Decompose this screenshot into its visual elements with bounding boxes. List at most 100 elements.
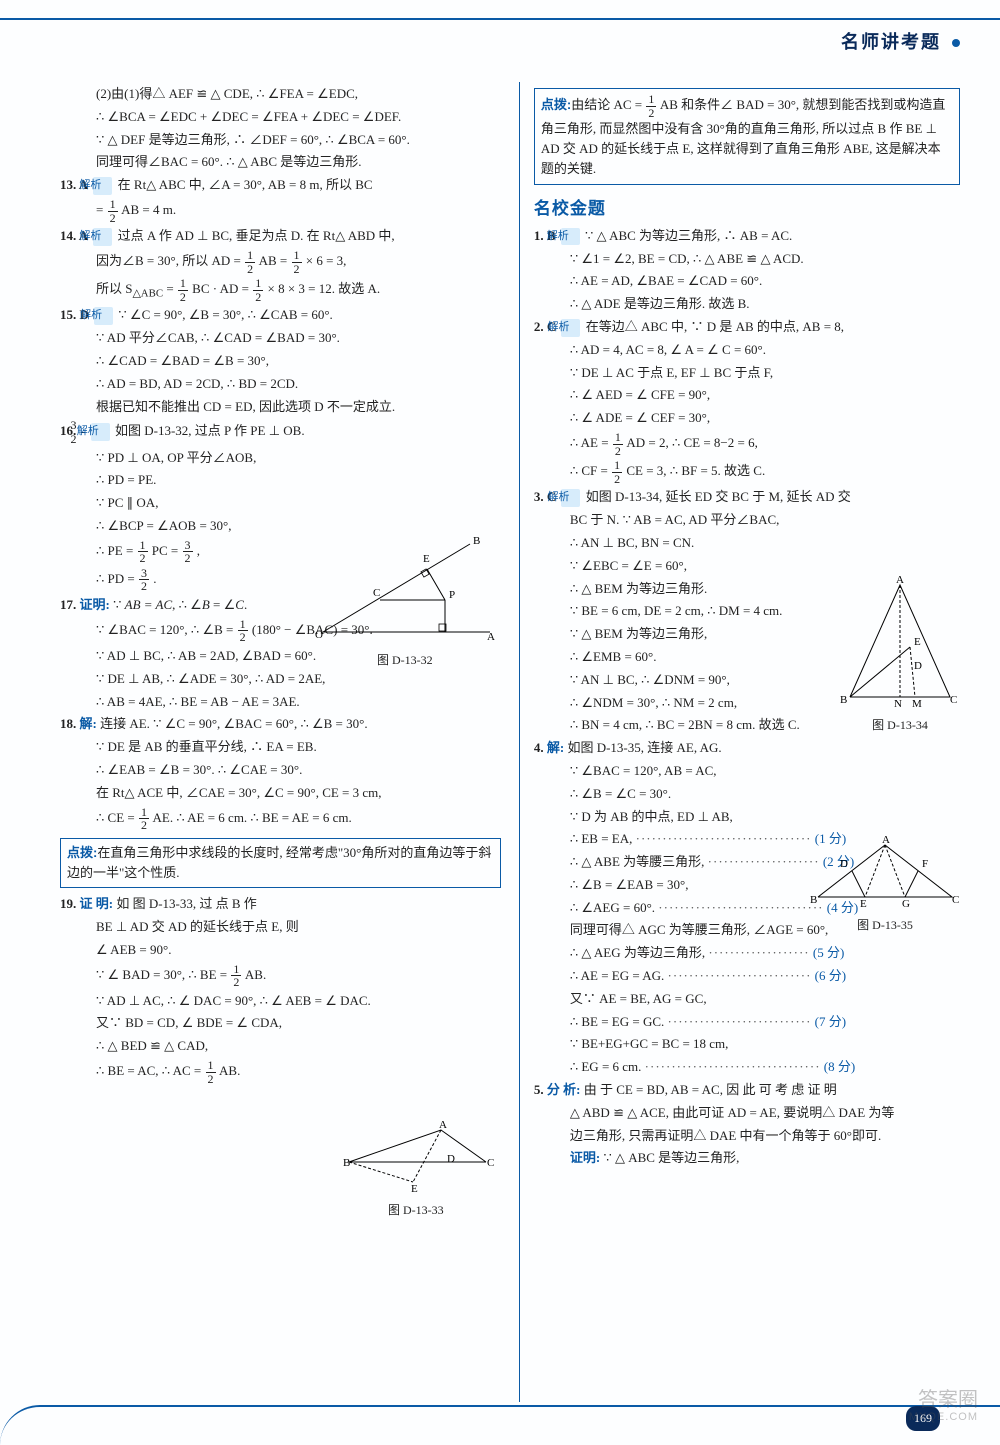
- rq2-d: ∴ ∠ AED = ∠ CFE = 90°,: [570, 385, 960, 406]
- figure-d-13-35: A B C D F E G 图 D-13-35: [810, 837, 960, 935]
- rq3-b: BC 于 N. ∵ AB = AC, AD 平分∠BAC,: [570, 510, 960, 531]
- analysis-tag: 解析: [561, 228, 580, 246]
- section-heading: 名校金题: [534, 195, 960, 222]
- tip1-text: 在直角三角形中求线段的长度时, 经常考虑"30°角所对的直角边等于斜边的一半"这…: [67, 845, 491, 880]
- rq1-b: ∵ ∠1 = ∠2, BE = CD, ∴ △ ABE ≌ △ ACD.: [570, 249, 960, 270]
- svg-text:B: B: [840, 694, 847, 706]
- figure-d-13-32: O A B C P E 图 D-13-32: [315, 532, 495, 670]
- frac: 32: [183, 539, 193, 565]
- fig32-caption: 图 D-13-32: [315, 651, 495, 670]
- q15-b: ∵ AD 平分∠CAB, ∴ ∠CAD = ∠BAD = 30°.: [96, 328, 501, 349]
- q13-line1: 13. A 解析 在 Rt△ ABC 中, ∠A = 30°, AB = 8 m…: [78, 175, 501, 196]
- frac: 32: [139, 567, 149, 593]
- sub: △ABC: [132, 288, 163, 300]
- q18-b: ∵ DE 是 AB 的垂直平分线, ∴ EA = EB.: [96, 737, 501, 758]
- rq2-e: ∴ ∠ ADE = ∠ CEF = 30°,: [570, 408, 960, 429]
- rq4-n: ∵ BE+EG+GC = BC = 18 cm,: [570, 1034, 960, 1055]
- rq1-a: 1. B 解析 ∵ △ ABC 为等边三角形, ∴ AB = AC.: [552, 226, 960, 247]
- q14-line3: 所以 S△ABC = 12 BC · AD = 12 × 8 × 3 = 12.…: [96, 277, 501, 303]
- t: ∵ △ ABC 是等边三角形,: [603, 1150, 739, 1165]
- t: 所以 S: [96, 281, 132, 296]
- svg-text:A: A: [896, 574, 904, 586]
- svg-text:A: A: [439, 1119, 447, 1131]
- analysis-tag: 解析: [93, 177, 112, 195]
- q17-e: ∴ AB = 4AE, ∴ BE = AB − AE = 3AE.: [96, 692, 501, 713]
- fig35-caption: 图 D-13-35: [810, 916, 960, 935]
- rq4-d: ∵ D 为 AB 的中点, ED ⊥ AB,: [570, 807, 960, 828]
- t: ∴ AE = EG = AG.: [570, 968, 664, 983]
- q19-b: BE ⊥ AD 交 AD 的延长线于点 E, 则: [96, 917, 501, 938]
- q12-step2b: ∴ ∠BCA = ∠EDC + ∠DEC = ∠FEA + ∠DEC = ∠DE…: [96, 107, 501, 128]
- t: ∴ △ ABE 为等腰三角形,: [570, 854, 705, 869]
- rq5-c: 边三角形, 只需再证明△ DAE 中有一个角等于 60°即可.: [570, 1126, 960, 1147]
- header-title-text: 名师讲考题: [841, 32, 941, 52]
- analysis-tag: 解析: [94, 307, 113, 325]
- q15-d: ∴ AD = BD, AD = 2CD, ∴ BD = 2CD.: [96, 374, 501, 395]
- frac: 12: [178, 277, 188, 303]
- frac: 12: [245, 249, 255, 275]
- rq1-c: ∴ AE = AD, ∠BAE = ∠CAD = 60°.: [570, 271, 960, 292]
- svg-text:N: N: [894, 698, 902, 710]
- header-dot-icon: [952, 39, 960, 47]
- q14-line1: 14. A 解析 过点 A 作 AD ⊥ BC, 垂足为点 D. 在 Rt△ A…: [78, 226, 501, 247]
- rq4-m: ∴ BE = EG = GC. ························…: [570, 1012, 960, 1033]
- frac: 12: [138, 539, 148, 565]
- t: ∵ ∠ BAD = 30°, ∴ BE =: [96, 967, 230, 982]
- t: 因为∠B = 30°, 所以 AD =: [96, 253, 244, 268]
- q18-e: ∴ CE = 12 AE. ∴ AE = 6 cm. ∴ BE = AE = 6…: [96, 806, 501, 832]
- frac: 12: [139, 806, 149, 832]
- rq4-a: 4. 解: 如图 D-13-35, 连接 AE, AG.: [552, 738, 960, 759]
- t: 由 于 CE = BD, AB = AC, 因 此 可 考 虑 证 明: [584, 1082, 837, 1097]
- rq2-g: ∴ CF = 12 CE = 3, ∴ BF = 5. 故选 C.: [570, 459, 960, 485]
- t: ∵ ∠BAC = 120°, ∴ ∠B =: [96, 622, 237, 637]
- rq4-j: ∴ △ AEG 为等边三角形, ··················· (5 分…: [570, 943, 960, 964]
- fig35-svg: A B C D F E G: [810, 837, 960, 907]
- t: AD = 2, ∴ CE = 8−2 = 6,: [624, 435, 758, 450]
- q16-d: ∵ PC ∥ OA,: [96, 493, 501, 514]
- q16-line1: 16. 32 解析 如图 D-13-32, 过点 P 作 PE ⊥ OB.: [78, 419, 501, 445]
- fig34-svg: A B C D E N M: [840, 577, 960, 707]
- svg-text:A: A: [882, 834, 890, 846]
- t: ∴ CF =: [570, 463, 611, 478]
- footer-rule: [0, 1405, 1000, 1445]
- t: 如 图 D-13-33, 过 点 B 作: [116, 896, 256, 911]
- t: ∴ EG = 6 cm.: [570, 1059, 642, 1074]
- q19-b2: ∠ AEB = 90°.: [96, 940, 501, 961]
- rq3-c: ∴ AN ⊥ BC, BN = CN.: [570, 533, 960, 554]
- q13-text: 在 Rt△ ABC 中, ∠A = 30°, AB = 8 m, 所以 BC: [118, 177, 373, 192]
- watermark-text: 答案圈: [918, 1389, 978, 1411]
- score: (5 分): [813, 945, 844, 960]
- q15-c: ∴ ∠CAD = ∠BAD = ∠B = 30°,: [96, 351, 501, 372]
- t: CE = 3, ∴ BF = 5. 故选 C.: [623, 463, 765, 478]
- rq5-b: △ ABD ≌ △ ACE, 由此可证 AD = AE, 要说明△ DAE 为等: [570, 1103, 960, 1124]
- t: × 8 × 3 = 12. 故选 A.: [264, 281, 380, 296]
- watermark: 答案圈 MXQE.COM: [909, 1389, 978, 1423]
- svg-text:B: B: [343, 1157, 350, 1169]
- t: AE. ∴ AE = 6 cm. ∴ BE = AE = 6 cm.: [150, 810, 352, 825]
- q16-c: ∴ PD = PE.: [96, 470, 501, 491]
- watermark-url: MXQE.COM: [909, 1411, 978, 1423]
- svg-text:B: B: [810, 894, 817, 906]
- q19-g: ∴ BE = AC, ∴ AC = 12 AB.: [96, 1059, 501, 1085]
- svg-text:G: G: [902, 898, 910, 910]
- rq4-k: ∴ AE = EG = AG. ························…: [570, 966, 960, 987]
- svg-text:D: D: [447, 1153, 455, 1165]
- rq2-a: 2. C 解析 在等边△ ABC 中, ∵ D 是 AB 的中点, AB = 8…: [552, 317, 960, 338]
- t: 如图 D-13-34, 延长 ED 交 BC 于 M, 延长 AD 交: [586, 489, 851, 504]
- analysis-tag: 解析: [561, 489, 580, 507]
- q16-b: ∵ PD ⊥ OA, OP 平分∠AOB,: [96, 448, 501, 469]
- q12-step2c: ∵ △ DEF 是等边三角形, ∴ ∠DEF = 60°, ∴ ∠BCA = 6…: [96, 130, 501, 151]
- score: (8 分): [824, 1059, 855, 1074]
- q18-c: ∴ ∠EAB = ∠B = 30°. ∴ ∠CAE = 30°.: [96, 760, 501, 781]
- svg-text:M: M: [912, 698, 922, 710]
- fig34-caption: 图 D-13-34: [840, 716, 960, 735]
- frac: 12: [253, 277, 263, 303]
- rq4-l: 又∵ AE = BE, AG = GC,: [570, 989, 960, 1010]
- t: 如图 D-13-32, 过点 P 作 PE ⊥ OB.: [115, 423, 305, 438]
- frac: 12: [231, 963, 241, 989]
- svg-text:B: B: [473, 535, 480, 547]
- columns: (2)由(1)得△ AEF ≌ △ CDE, ∴ ∠FEA = ∠EDC, ∴ …: [60, 82, 960, 1402]
- q18-d: 在 Rt△ ACE 中, ∠CAE = 30°, ∠C = 90°, CE = …: [96, 783, 501, 804]
- t: ∴ AE =: [570, 435, 612, 450]
- q17-d: ∵ DE ⊥ AB, ∴ ∠ADE = 30°, ∴ AD = 2AE,: [96, 669, 501, 690]
